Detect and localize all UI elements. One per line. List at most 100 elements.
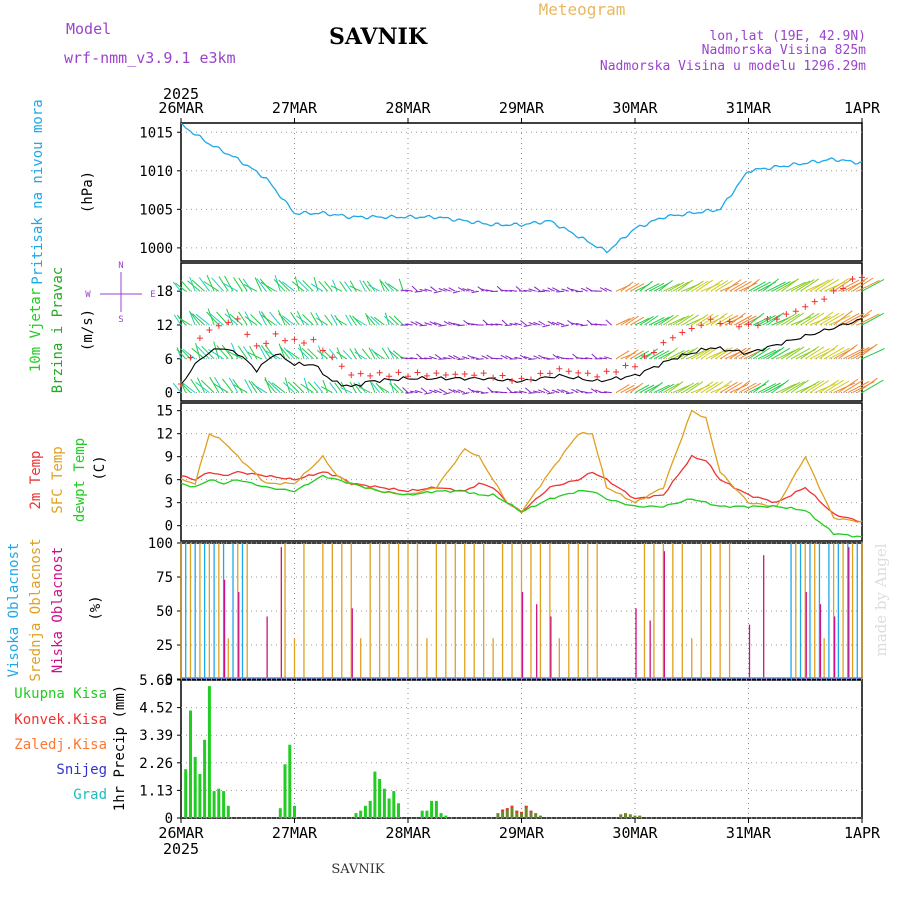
wind-barb: [795, 279, 815, 292]
wind-barb: [748, 312, 765, 326]
wind-barb: [847, 347, 870, 360]
wind-barb: [667, 381, 684, 394]
wind-barb: [296, 310, 305, 326]
wind-barb: [715, 347, 733, 360]
wind-barb: [532, 390, 541, 394]
wind-barb: [222, 378, 234, 393]
wind-gust-marker: [310, 336, 317, 343]
bottom-date-label: 29MAR: [499, 824, 545, 842]
wind-barb: [719, 381, 738, 394]
precip-conv-cap: [501, 809, 505, 812]
wind-barb: [523, 324, 532, 327]
wind-barb: [547, 287, 555, 292]
y-tick-label: 2.26: [139, 756, 173, 772]
wind-barb: [352, 315, 362, 326]
wind-barb: [315, 312, 324, 326]
wind-barb: [297, 279, 310, 292]
wind-barb: [786, 346, 805, 360]
wind-barb: [287, 381, 300, 393]
y-tick-label: 1015: [139, 125, 173, 141]
wind-barb: [373, 351, 385, 360]
wind-barb: [504, 289, 513, 292]
top-date-label: 31MAR: [726, 99, 772, 117]
wind-barb: [310, 312, 319, 326]
wind-barb: [542, 356, 550, 360]
wind-barb: [509, 289, 517, 292]
precip-bar: [198, 774, 202, 818]
wind-barb: [261, 314, 276, 326]
pressure-ylabel: Pritisak na nivou mora: [30, 99, 46, 284]
pressure-panel: 1000 1005 1010 1015: [139, 122, 863, 257]
wind-barb: [537, 290, 546, 293]
wind-barb: [653, 316, 670, 326]
wind-barb: [682, 382, 699, 394]
wind-barb: [644, 348, 659, 360]
wind-barb: [630, 316, 645, 326]
wind-barb: [284, 377, 291, 393]
wind-barb: [410, 321, 418, 326]
wind-gust-marker: [471, 372, 478, 379]
wind-barb: [233, 277, 243, 292]
wind-barb: [457, 358, 465, 361]
wind-barb: [615, 350, 630, 360]
wind-barb: [857, 377, 878, 394]
wind-barb: [405, 392, 413, 394]
wind-barb: [786, 281, 806, 292]
precip-conv-cap: [515, 810, 519, 813]
wind-barb: [180, 348, 191, 360]
legend-snijeg: Snijeg: [56, 762, 107, 778]
wind-gust-marker: [632, 363, 638, 370]
wind-barb: [414, 390, 423, 394]
bottom-date-label: 27MAR: [272, 824, 318, 842]
precip-bar: [529, 810, 533, 818]
wind-barb: [615, 384, 630, 394]
wind-gust-marker: [556, 365, 563, 372]
wind-barb: [603, 391, 612, 394]
wind-gust-marker: [849, 276, 856, 283]
wind-barb: [748, 347, 765, 360]
wind-gust-marker: [272, 330, 279, 337]
wind-barb: [244, 379, 253, 393]
wind-gust-marker: [348, 372, 355, 379]
wind-barb: [462, 356, 470, 360]
wind-barb: [857, 279, 880, 292]
wind-barb: [414, 290, 423, 293]
wind-barb: [233, 384, 248, 394]
wind-barb: [743, 382, 762, 394]
wind-barb: [561, 324, 569, 328]
wind-barb: [752, 347, 771, 360]
wind-barb: [324, 280, 333, 292]
legend-grad: Grad: [73, 787, 107, 803]
wind-barb: [316, 317, 328, 326]
wind-barb: [415, 321, 423, 326]
wind-barb: [216, 311, 229, 326]
precip-bar: [217, 788, 221, 818]
wind-barb: [213, 341, 220, 359]
bottom-date-label: 26MAR: [158, 824, 204, 842]
precip-bar: [189, 710, 192, 818]
wind-barb: [243, 283, 257, 292]
wind-barb: [457, 389, 465, 394]
wind-barb: [244, 311, 253, 326]
wind-barb: [524, 387, 532, 393]
wind-gust-marker: [253, 342, 260, 349]
wind-barb: [393, 315, 404, 326]
wind-barb: [861, 348, 885, 360]
wind-barb: [416, 353, 423, 360]
wind-barb: [580, 287, 588, 292]
watermark: made by Angel: [872, 543, 890, 656]
wind-barb: [365, 313, 371, 326]
wind-barb: [615, 318, 631, 326]
wind-barb: [514, 322, 522, 326]
wind-barb: [480, 392, 489, 394]
wind-ylabel-2: Brzina i Pravac: [50, 267, 66, 393]
y-tick-label: 25: [156, 638, 173, 654]
precip-ylabel: 1hr Precip (mm): [112, 685, 128, 811]
wind-gust-marker: [196, 335, 203, 342]
wind-barb: [634, 384, 650, 394]
wind-gust-marker: [433, 370, 440, 377]
wind-barb: [705, 381, 724, 394]
precip-bar: [628, 814, 632, 818]
wind-barb: [340, 387, 352, 394]
wind-barb: [691, 313, 709, 326]
